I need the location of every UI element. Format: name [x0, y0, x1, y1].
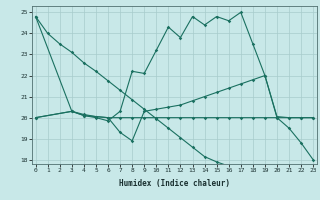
X-axis label: Humidex (Indice chaleur): Humidex (Indice chaleur) — [119, 179, 230, 188]
